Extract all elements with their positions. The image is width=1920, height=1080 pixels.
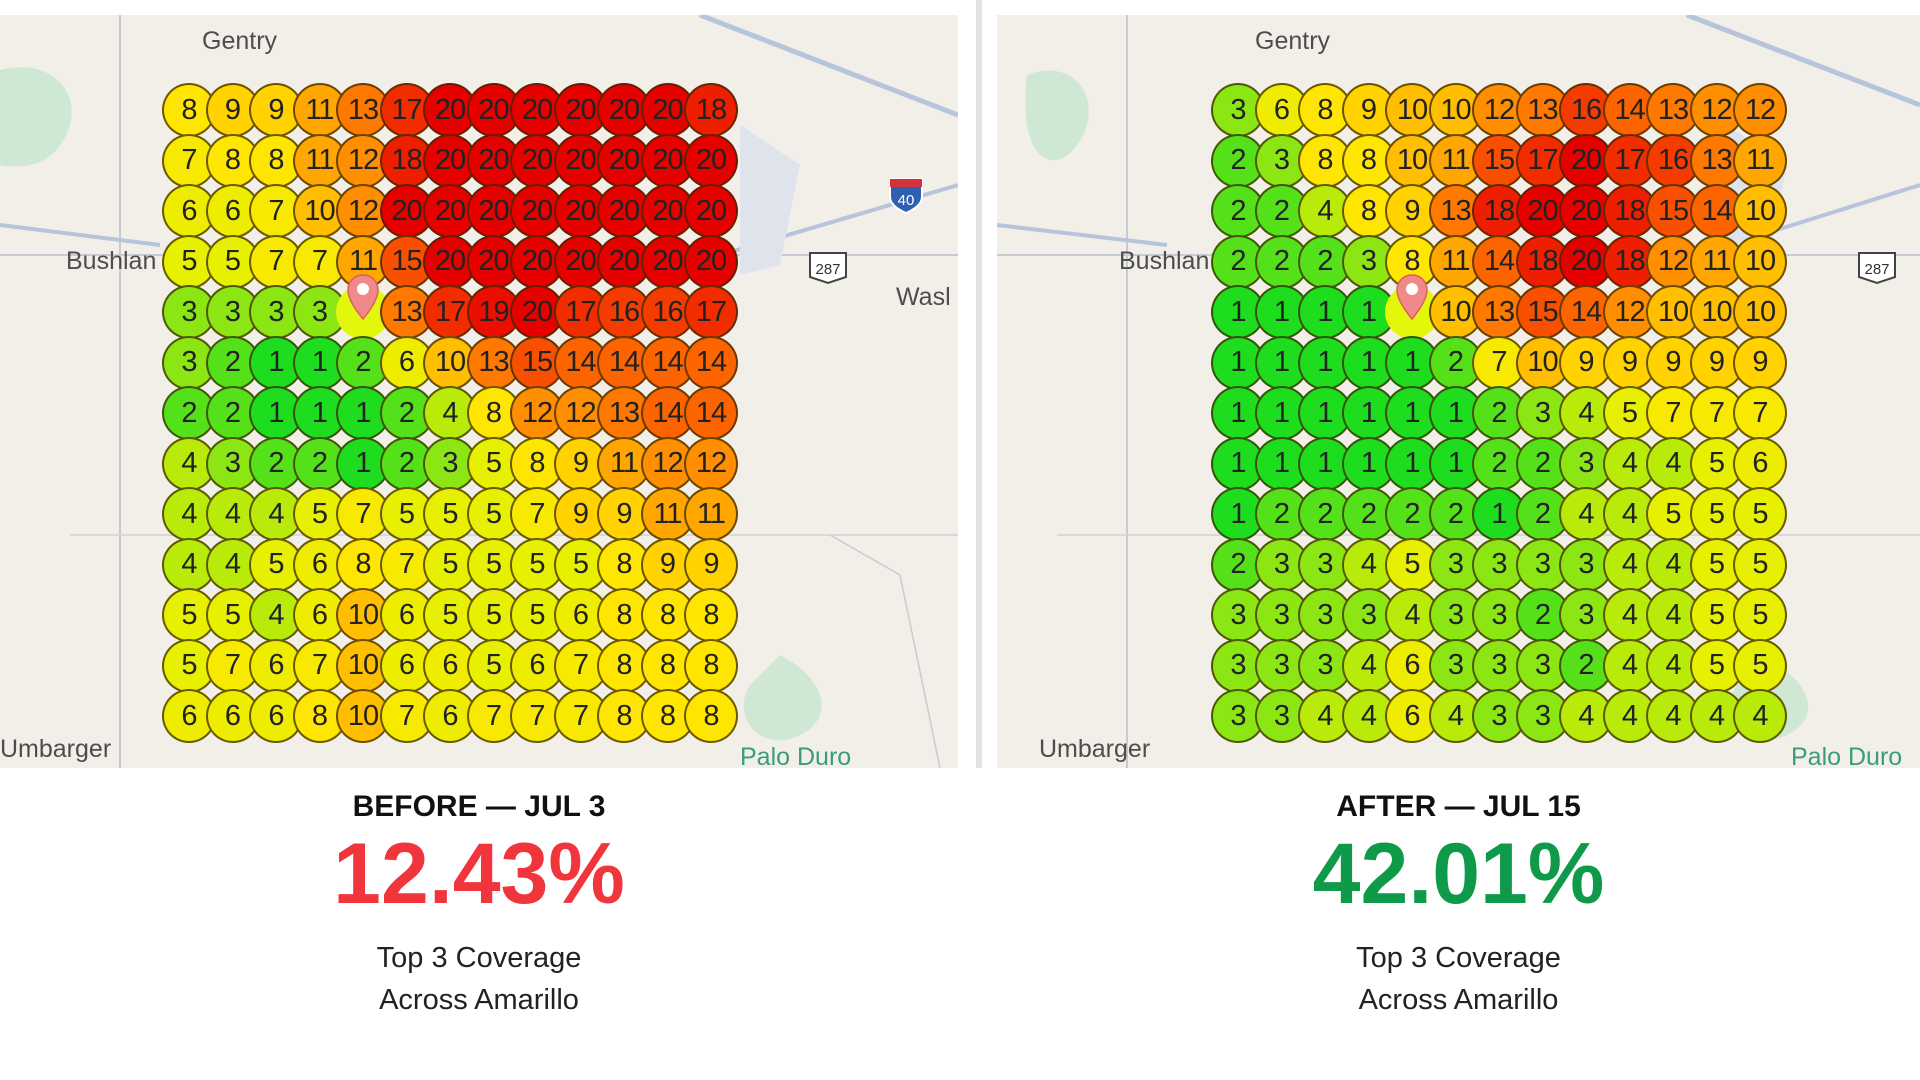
grid-cell[interactable]: 4 — [1341, 638, 1396, 693]
place-gentry: Gentry — [1255, 27, 1331, 55]
place-gentry: Gentry — [202, 27, 278, 55]
grid-cell[interactable]: 20 — [684, 234, 738, 289]
after-coverage-percent: 42.01% — [1312, 826, 1605, 922]
grid-cell[interactable]: 8 — [684, 638, 738, 693]
grid-cell[interactable]: 6 — [379, 335, 434, 390]
grid-cell[interactable]: 5 — [1733, 588, 1787, 642]
rank-grid: 8 9 9 11 13 17 20 20 20 20 20 20 18 7 8 8 11 12 18 20 20 20 20… — [0, 15, 958, 768]
before-subtitle: Top 3 Coverage Across Amarillo — [0, 937, 958, 1021]
grid-cell[interactable]: 1 — [1428, 436, 1483, 491]
before-panel: Gentry Bushlan Wasl Umbarger Palo Duro 4… — [0, 0, 958, 1080]
grid-cell[interactable]: 20 — [423, 83, 477, 137]
subtitle-line-1: Top 3 Coverage — [376, 942, 582, 974]
panel-divider — [976, 0, 982, 768]
grid-cell[interactable]: 11 — [1733, 133, 1787, 188]
grid-cell[interactable]: 9 — [684, 537, 738, 592]
grid-cell[interactable]: 2 — [1472, 386, 1526, 440]
grid-cell[interactable]: 12 — [553, 386, 608, 440]
grid-cell[interactable]: 17 — [379, 83, 434, 137]
grid-cell[interactable]: 3 — [205, 436, 260, 491]
grid-cell[interactable]: 4 — [1559, 689, 1613, 743]
grid-cell[interactable]: 9 — [1733, 335, 1787, 390]
grid-cell[interactable]: 11 — [684, 487, 738, 541]
grid-cell[interactable]: 16 — [597, 285, 651, 339]
place-bushland: Bushlan — [66, 247, 157, 275]
grid-cell[interactable]: 5 — [1733, 487, 1787, 541]
grid-cell[interactable]: 8 — [684, 689, 738, 743]
map-pin-icon[interactable] — [1395, 273, 1429, 321]
grid-cell[interactable]: 20 — [423, 234, 477, 289]
grid-cell[interactable]: 6 — [1733, 436, 1787, 491]
grid-cell[interactable]: 4 — [1602, 689, 1657, 743]
grid-cell[interactable]: 6 — [205, 689, 260, 743]
grid-cell[interactable]: 14 — [684, 386, 738, 440]
interstate-shield-icon: 40 — [886, 175, 926, 215]
grid-cell[interactable]: 5 — [423, 537, 477, 592]
grid-cell[interactable]: 4 — [1602, 588, 1657, 642]
grid-cell[interactable]: 6 — [249, 689, 303, 743]
us-route-shield-icon: 287 — [1855, 247, 1896, 287]
after-panel: Gentry Bushlan Umbarger Palo Duro 287 3 6… — [997, 0, 1920, 1080]
grid-cell[interactable]: 20 — [684, 184, 738, 238]
grid-cell[interactable]: 3 — [1472, 689, 1526, 743]
place-palo-duro: Palo Duro — [740, 743, 852, 768]
place-umbarger: Umbarger — [0, 735, 112, 763]
before-label: BEFORE — JUL 3 — [352, 790, 606, 823]
interstate-label: 40 — [898, 192, 915, 209]
grid-cell[interactable]: 3 — [1428, 537, 1483, 592]
grid-cell[interactable]: 8 — [684, 588, 738, 642]
grid-cell[interactable]: 10 — [1733, 184, 1787, 238]
after-label: AFTER — JUL 15 — [1336, 790, 1581, 823]
grid-cell[interactable]: 5 — [1733, 638, 1787, 693]
subtitle-line-1: Top 3 Coverage — [1356, 942, 1561, 974]
place-palo-duro: Palo Duro — [1791, 743, 1903, 768]
grid-cell[interactable]: 4 — [1733, 689, 1787, 743]
grid-cell[interactable]: 12 — [1733, 83, 1787, 137]
grid-cell[interactable]: 20 — [684, 133, 738, 188]
grid-cell[interactable]: 20 — [640, 234, 695, 289]
before-coverage-percent: 12.43% — [333, 826, 625, 922]
grid-cell[interactable]: 3 — [423, 436, 477, 491]
grid-cell[interactable]: 7 — [466, 689, 521, 743]
grid-cell[interactable]: 17 — [423, 285, 477, 339]
place-bushland: Bushlan — [1119, 247, 1210, 275]
grid-cell[interactable]: 8 — [640, 588, 695, 642]
map-pin-icon[interactable] — [346, 273, 380, 321]
grid-cell[interactable]: 14 — [640, 335, 695, 390]
us-route-label: 287 — [1864, 261, 1889, 278]
grid-cell[interactable]: 6 — [162, 689, 216, 743]
rank-grid: 3 6 8 9 10 10 12 13 16 14 13 12 12 2 3 8 8 10 11 15 17 20 17 16… — [997, 15, 1920, 768]
grid-cell[interactable]: 18 — [1515, 234, 1570, 289]
grid-cell[interactable]: 10 — [1733, 234, 1787, 289]
us-route-shield-icon: 287 — [806, 247, 847, 287]
grid-cell[interactable]: 8 — [336, 537, 390, 592]
us-route-label: 287 — [815, 261, 840, 278]
grid-cell[interactable]: 17 — [684, 285, 738, 339]
grid-cell[interactable]: 7 — [1733, 386, 1787, 440]
grid-cell[interactable]: 12 — [684, 436, 738, 491]
subtitle-line-2: Across Amarillo — [1358, 984, 1559, 1016]
grid-cell[interactable]: 3 — [1341, 588, 1396, 642]
after-subtitle: Top 3 Coverage Across Amarillo — [997, 937, 1920, 1021]
grid-cell[interactable]: 14 — [684, 335, 738, 390]
grid-cell[interactable]: 10 — [1733, 285, 1787, 339]
grid-cell[interactable]: 3 — [1515, 537, 1570, 592]
grid-cell[interactable]: 5 — [1733, 537, 1787, 592]
place-washburn: Wasl — [896, 283, 951, 311]
place-umbarger: Umbarger — [1039, 735, 1151, 763]
grid-cell[interactable]: 7 — [379, 689, 434, 743]
grid-cell[interactable]: 18 — [684, 83, 738, 137]
after-map[interactable]: Gentry Bushlan Umbarger Palo Duro 287 3 6… — [997, 15, 1920, 768]
grid-cell[interactable]: 6 — [423, 638, 477, 693]
subtitle-line-2: Across Amarillo — [379, 984, 579, 1016]
before-map[interactable]: Gentry Bushlan Wasl Umbarger Palo Duro 4… — [0, 15, 958, 768]
grid-cell[interactable]: 20 — [1515, 184, 1570, 238]
grid-cell[interactable]: 8 — [466, 386, 521, 440]
grid-cell[interactable]: 3 — [1428, 588, 1483, 642]
grid-cell[interactable]: 5 — [292, 487, 347, 541]
grid-cell[interactable]: 8 — [162, 83, 216, 137]
